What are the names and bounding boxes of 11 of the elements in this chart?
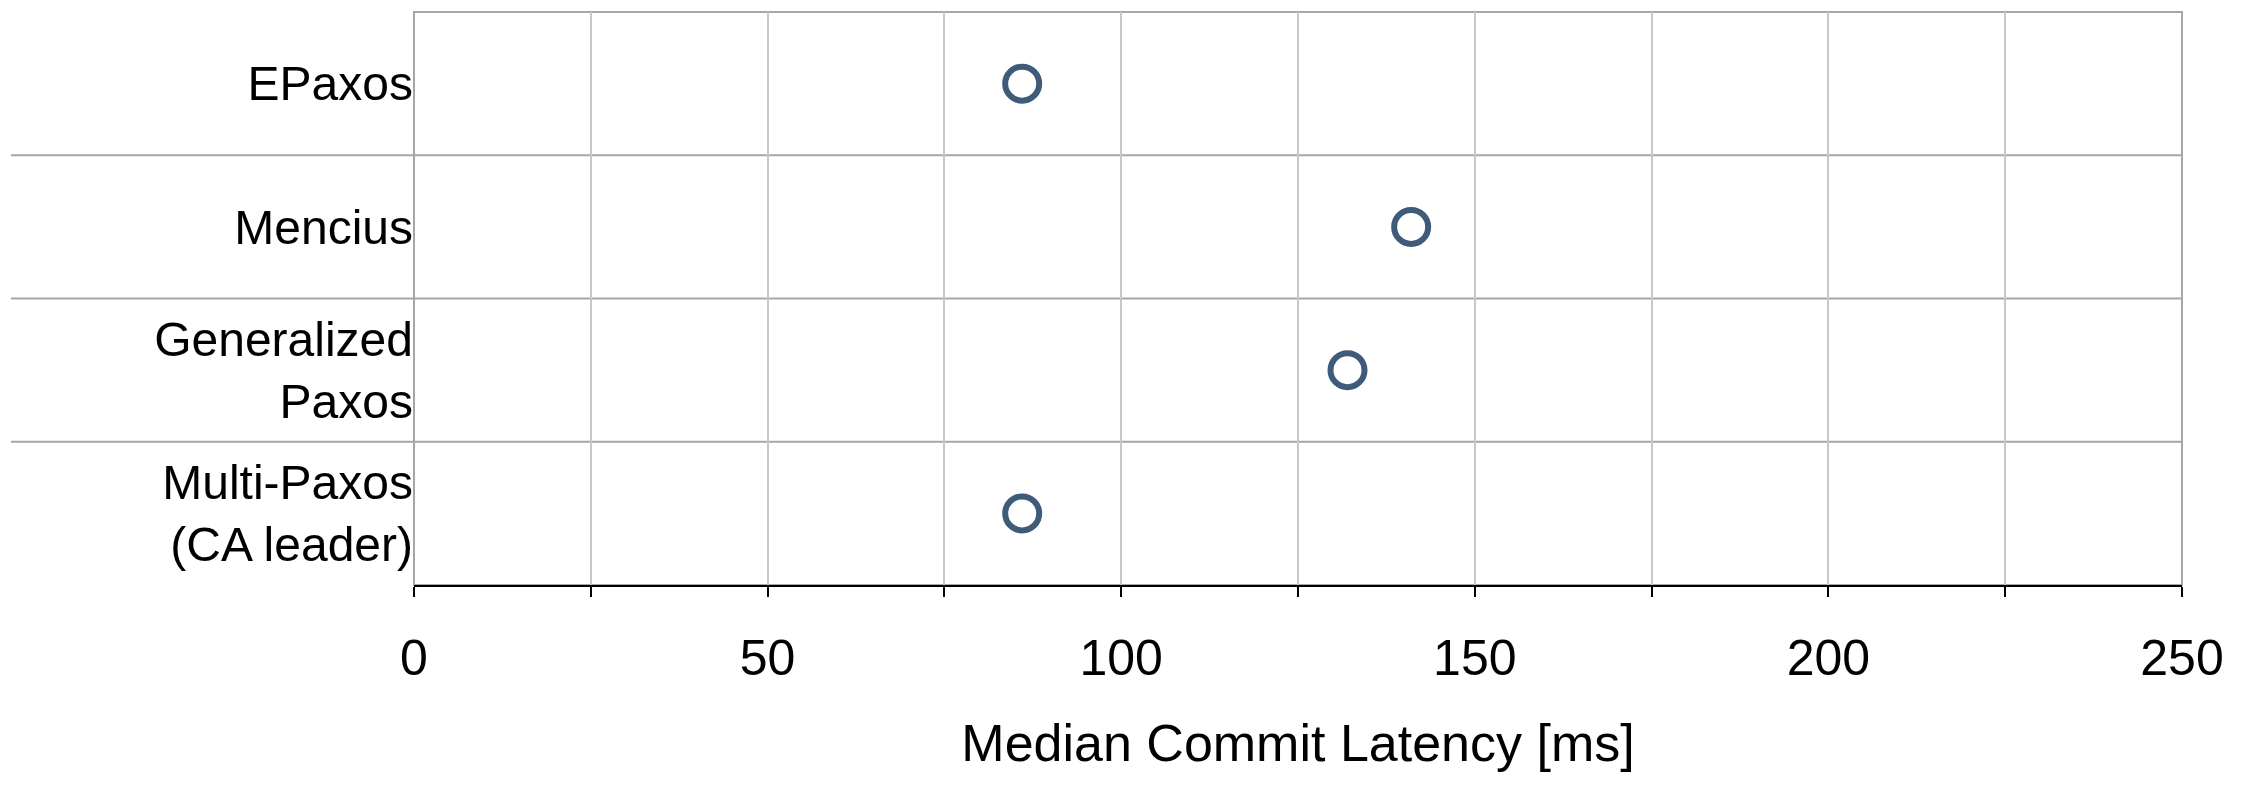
x-tick-label: 0 (400, 630, 428, 686)
y-tick-label: Multi-Paxos (CA leader) (162, 455, 413, 572)
y-tick-label: EPaxos (247, 57, 413, 111)
x-axis-title: Median Commit Latency [ms] (961, 714, 1635, 773)
x-tick-label: 200 (1786, 630, 1871, 686)
y-tick-label: Mencius (234, 200, 413, 254)
x-tick-label: 50 (739, 630, 796, 686)
x-tick-label: 250 (2140, 630, 2224, 686)
y-tick-label: Generalized Paxos (154, 312, 413, 429)
x-tick-label: 100 (1079, 630, 1163, 686)
x-tick-label: 150 (1433, 630, 1517, 686)
